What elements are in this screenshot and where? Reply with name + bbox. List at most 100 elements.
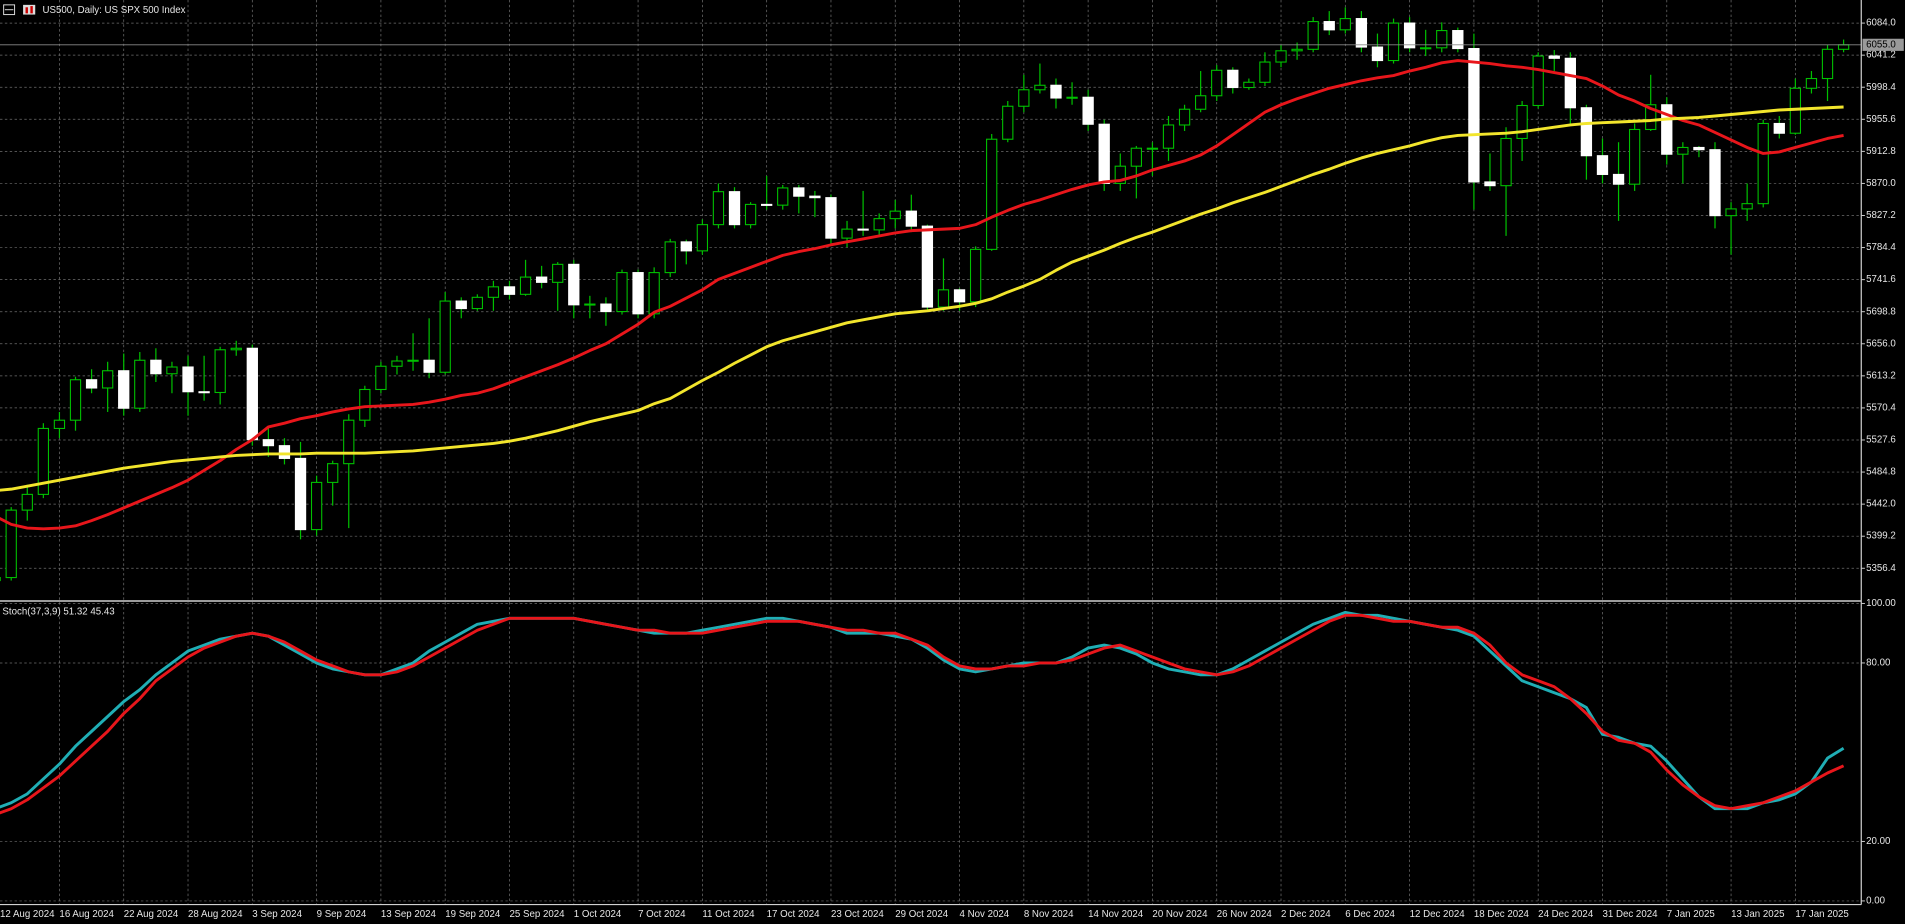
candle-body bbox=[407, 359, 419, 362]
candle-body bbox=[1259, 61, 1271, 83]
candle-body bbox=[198, 391, 210, 394]
candle-body bbox=[712, 191, 725, 226]
candle-body bbox=[5, 509, 17, 579]
candle-body bbox=[1130, 147, 1143, 167]
y-tick-label: 5784.4 bbox=[1866, 242, 1896, 253]
candle-body bbox=[1693, 146, 1705, 151]
candle-body bbox=[246, 347, 258, 441]
candle-body bbox=[1114, 165, 1126, 184]
candle-body bbox=[680, 241, 692, 252]
x-tick-label: 20 Nov 2024 bbox=[1152, 909, 1208, 920]
candle-body bbox=[1355, 18, 1368, 48]
y-tick-label: 5656.0 bbox=[1866, 338, 1896, 349]
candle-body bbox=[1709, 149, 1721, 217]
plot-layer bbox=[0, 7, 1862, 815]
candle-body bbox=[1725, 208, 1737, 217]
candle-body bbox=[1821, 48, 1834, 80]
candle-body bbox=[1420, 47, 1432, 50]
x-tick-label: 23 Oct 2024 bbox=[831, 909, 884, 920]
y-tick-label: 6084.0 bbox=[1866, 18, 1896, 29]
candle-body bbox=[1516, 104, 1528, 140]
candle-body bbox=[1291, 48, 1303, 52]
x-tick-label: 12 Dec 2024 bbox=[1410, 909, 1466, 920]
candle-body bbox=[825, 197, 837, 239]
candle-body bbox=[1146, 147, 1159, 150]
y-tick-label: 5827.2 bbox=[1866, 210, 1896, 221]
x-tick-label: 13 Sep 2024 bbox=[381, 909, 437, 920]
candle-body bbox=[535, 276, 548, 283]
candle-body bbox=[118, 370, 130, 409]
candle-body bbox=[375, 365, 387, 391]
x-tick-label: 17 Jan 2025 bbox=[1795, 909, 1848, 920]
candle-body bbox=[359, 388, 371, 421]
candle-body bbox=[761, 203, 773, 206]
y-tick-label: 5741.6 bbox=[1866, 274, 1896, 285]
axis-layer: 6084.0 6041.2 5998.4 5955.6 5912.8 5870.0 5827… bbox=[0, 18, 1904, 920]
candle-body bbox=[1082, 96, 1094, 125]
candle-body bbox=[809, 195, 821, 199]
candle-body bbox=[744, 203, 757, 226]
x-tick-label: 1 Oct 2024 bbox=[574, 909, 622, 920]
symbol-icons bbox=[3, 4, 36, 16]
candle-body bbox=[487, 286, 500, 298]
candle-body bbox=[568, 263, 580, 306]
candle-body bbox=[1371, 46, 1384, 62]
candle-body bbox=[519, 276, 532, 295]
candle-body bbox=[1661, 104, 1673, 155]
candle-body bbox=[1211, 69, 1223, 97]
x-tick-label: 6 Dec 2024 bbox=[1345, 909, 1395, 920]
x-tick-label: 25 Sep 2024 bbox=[509, 909, 565, 920]
y-tick-label: 5998.4 bbox=[1866, 82, 1896, 93]
candle-body bbox=[1532, 55, 1544, 107]
x-tick-label: 22 Aug 2024 bbox=[124, 909, 179, 920]
candle-body bbox=[455, 300, 467, 310]
candle-body bbox=[1837, 44, 1850, 50]
candle-body bbox=[600, 303, 612, 313]
candle-body bbox=[1564, 57, 1576, 109]
candle-body bbox=[632, 272, 644, 315]
candle-body bbox=[21, 493, 33, 511]
candle-body bbox=[1452, 30, 1464, 50]
candle-body bbox=[889, 210, 901, 220]
x-tick-label: 9 Sep 2024 bbox=[317, 909, 367, 920]
candle-body bbox=[278, 445, 291, 459]
y-tick-label: 5399.2 bbox=[1866, 531, 1896, 542]
x-tick-label: 14 Nov 2024 bbox=[1088, 909, 1144, 920]
y-tick-label: 5955.6 bbox=[1866, 114, 1896, 125]
candle-body bbox=[1436, 30, 1448, 49]
candle-body bbox=[1227, 69, 1239, 89]
x-tick-label: 3 Sep 2024 bbox=[252, 909, 302, 920]
y-tick-label: 5698.8 bbox=[1866, 306, 1896, 317]
x-tick-label: 26 Nov 2024 bbox=[1217, 909, 1273, 920]
x-tick-label: 18 Dec 2024 bbox=[1474, 909, 1530, 920]
candle-body bbox=[343, 419, 355, 465]
candle-body bbox=[1002, 105, 1014, 140]
y-tick-label: 5527.6 bbox=[1866, 435, 1896, 446]
candle-body bbox=[857, 228, 869, 231]
candle-body bbox=[616, 272, 628, 313]
icon bbox=[3, 4, 16, 16]
candle-body bbox=[53, 419, 66, 429]
x-tick-label: 4 Nov 2024 bbox=[960, 909, 1010, 920]
x-tick-label: 2 Dec 2024 bbox=[1281, 909, 1331, 920]
last-price-label: 6055.0 bbox=[1866, 39, 1896, 50]
last-price-box bbox=[1862, 38, 1904, 51]
candle-body bbox=[552, 263, 564, 283]
candle-body bbox=[37, 427, 50, 495]
candle-body bbox=[1805, 77, 1818, 89]
candle-body bbox=[986, 138, 998, 250]
y-tick-label: 5570.4 bbox=[1866, 402, 1896, 413]
candle-body bbox=[294, 457, 307, 531]
candle-body bbox=[1034, 84, 1046, 91]
x-tick-label: 24 Dec 2024 bbox=[1538, 909, 1594, 920]
candle-body bbox=[1612, 173, 1625, 185]
x-tick-label: 8 Nov 2024 bbox=[1024, 909, 1074, 920]
candle-body bbox=[134, 359, 146, 409]
x-tick-label: 12 Aug 2024 bbox=[0, 909, 55, 920]
candle-body bbox=[166, 366, 178, 375]
candle-body bbox=[728, 191, 741, 226]
candle-body bbox=[503, 286, 516, 295]
